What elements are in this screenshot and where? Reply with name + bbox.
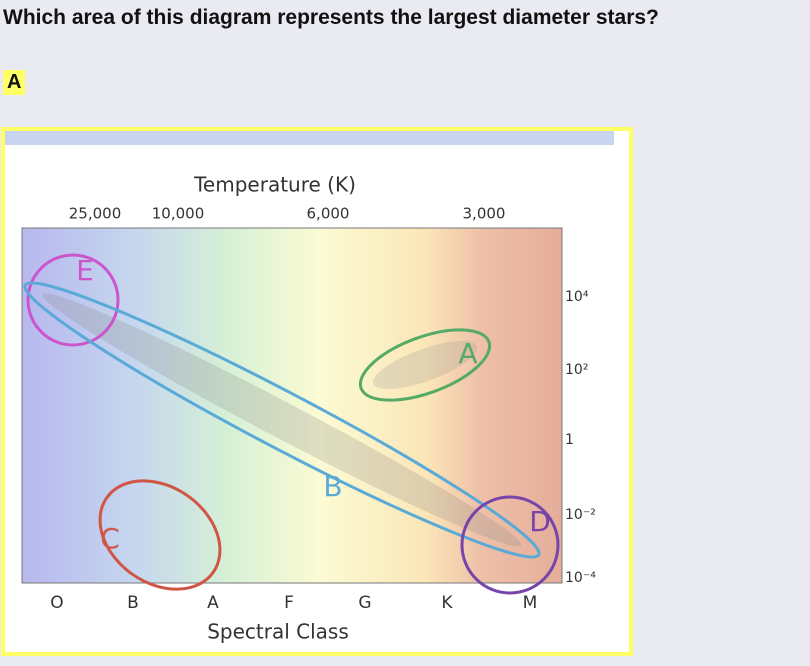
luminosity-tick: 10² [565,362,588,378]
temperature-tick: 3,000 [463,205,506,223]
region-label: D [529,505,551,538]
region-labels: E A B C D [76,254,551,555]
temperature-title: Temperature (K) [193,173,356,197]
region-label: C [100,522,120,555]
temperature-tick: 10,000 [152,205,205,223]
temperature-tick: 6,000 [307,205,350,223]
main-sequence-cloud [42,293,522,547]
spectral-tick: F [284,593,294,613]
spectral-tick: A [207,593,219,613]
giant-cloud [373,340,477,390]
x-title: Spectral Class [207,620,349,644]
region-c [98,479,222,591]
answer: A [3,70,26,95]
luminosity-tick: 1 [565,432,574,448]
region-b [23,281,541,559]
region-a [358,328,492,402]
luminosity-tick: 10⁴ [565,289,589,305]
question: Which area of this diagram represents th… [3,6,659,29]
region-label: B [323,470,342,503]
spectral-tick: K [441,593,453,613]
region-e [26,253,120,347]
spectral-tick: O [50,593,63,613]
temperature-tick: 25,000 [69,205,122,223]
image-strip [5,131,614,145]
luminosity-tick: 10⁻² [565,507,596,523]
spectral-tick: M [523,593,538,613]
temperature-ticks: 25,000 10,000 6,000 3,000 [69,205,506,223]
luminosity-ticks: 10⁴ 10² 1 10⁻² 10⁻⁴ [565,289,596,586]
region-label: A [458,337,477,370]
plot-area [21,227,563,584]
region-label: E [76,254,94,287]
spectral-tick: B [127,593,139,613]
spectral-tick: G [358,593,371,613]
region-d [460,495,560,595]
luminosity-tick: 10⁻⁴ [565,570,596,586]
